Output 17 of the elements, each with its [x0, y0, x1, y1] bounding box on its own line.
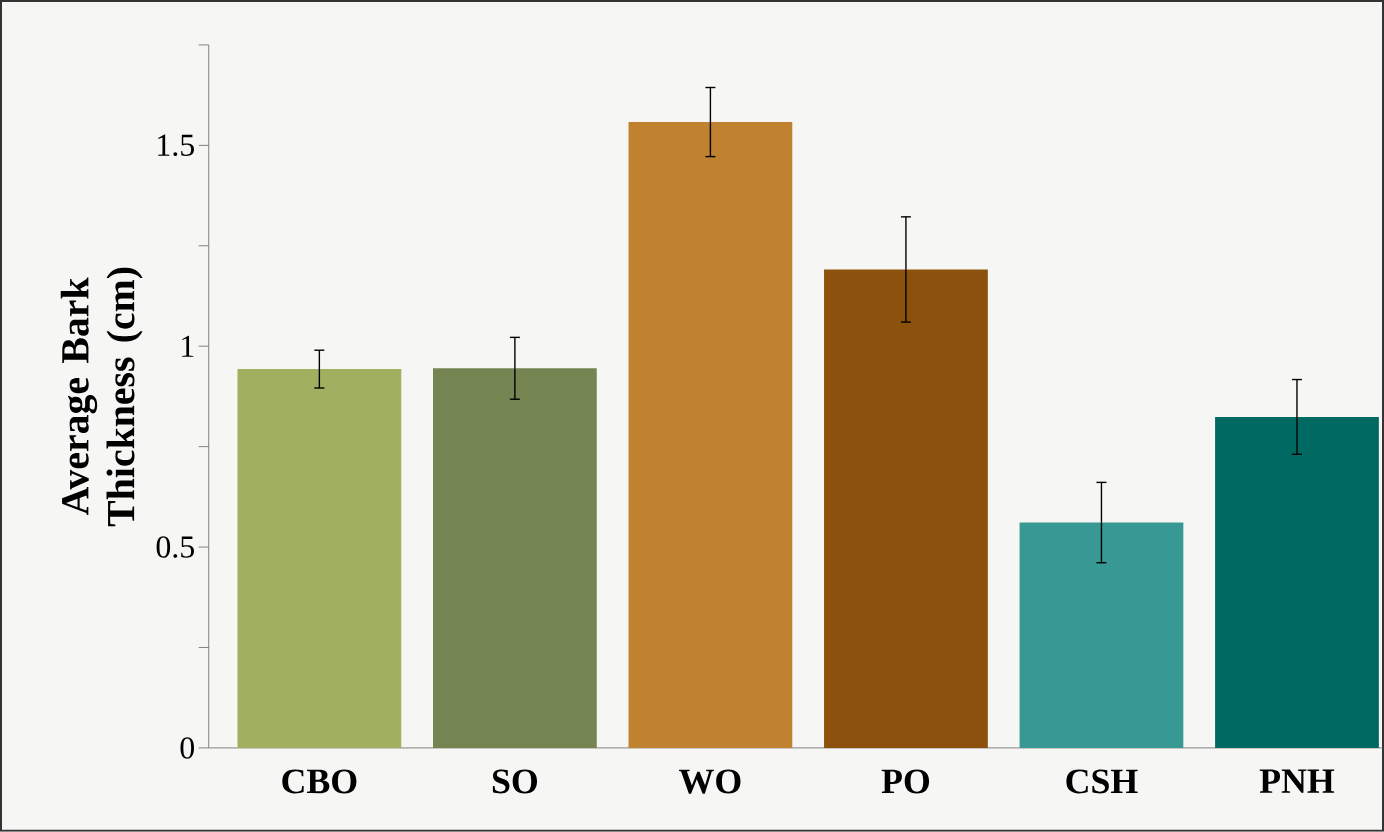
y-tick-label: 0.5: [156, 536, 194, 558]
bar: [628, 122, 793, 749]
x-tick-label: WO: [679, 769, 741, 794]
x-tick-label: SO: [492, 769, 538, 794]
y-tick-label: 1.5: [158, 134, 194, 157]
x-tick-label: PO: [881, 769, 930, 794]
y-tick-label: 1: [182, 335, 194, 357]
x-tick-label: PNH: [1259, 769, 1335, 793]
bar: [1019, 522, 1184, 749]
bar: [433, 368, 597, 749]
y-axis-title: Average Bark Thickness (cm): [60, 267, 143, 527]
y-tick-label: 0: [180, 737, 194, 759]
x-tick-label: CBO: [282, 769, 357, 794]
bar: [824, 269, 988, 749]
bar: [237, 369, 402, 749]
x-tick-label: CSH: [1066, 769, 1138, 794]
bar: [1215, 417, 1379, 749]
